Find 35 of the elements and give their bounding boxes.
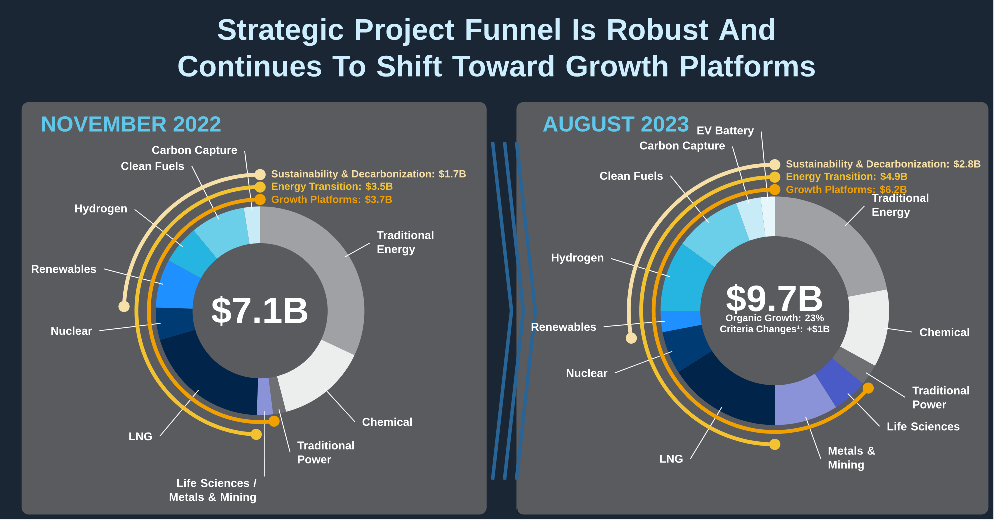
slice-label: Renewables (532, 322, 596, 332)
slice-label: Traditional Energy (872, 194, 929, 219)
slice-label: Metals & Mining (828, 446, 876, 472)
slice-label: Nuclear (566, 369, 608, 378)
chart-subtitle: AUGUST 2023 (543, 116, 689, 132)
text: Organic Growth: 23% (726, 314, 824, 324)
text: Growth Platforms: $3.7B (272, 196, 392, 204)
slice-label: Life Sciences / Metals & Mining (170, 479, 257, 504)
text: Energy Transition: $4.9B (786, 172, 908, 182)
slice-label: Life Sciences (888, 422, 960, 431)
slice-label: Carbon Capture (640, 142, 726, 152)
slice-label: Hydrogen (76, 204, 127, 216)
text: Criteria Changes¹: +$1B (720, 325, 830, 335)
slice-label: LNG (130, 432, 152, 441)
text: Strategic Project Funnel Is Robust And Continues To Shift Toward Growth Platforms (178, 18, 816, 78)
slice-label: Carbon Capture (152, 146, 238, 157)
text: Growth Platforms: $6.2B (786, 186, 907, 194)
slice-label: Chemical (362, 418, 412, 426)
chart-subtitle: NOVEMBER 2022 (42, 116, 221, 132)
slice-label: Traditional Power (298, 442, 354, 464)
slice-label: Nuclear (52, 326, 92, 336)
slice-label: LNG (660, 455, 683, 464)
slice-label: Traditional Energy (377, 231, 434, 256)
text: Sustainability & Decarbonization: $2.8B (786, 160, 981, 170)
text: Sustainability & Decarbonization: $1.7B (272, 170, 466, 180)
slice-label: Chemical (920, 328, 970, 337)
slice-label: Renewables (32, 265, 96, 274)
slice-label: Traditional Power (912, 386, 970, 409)
slice-label: Hydrogen (552, 254, 604, 264)
slice-label: EV Battery (698, 126, 754, 138)
slice-label: Clean Fuels (122, 162, 184, 170)
text: Energy Transition: $3.5B (272, 182, 393, 192)
slice-label: Clean Fuels (600, 172, 664, 180)
text: $7.1B (212, 296, 308, 326)
text: $9.7B (726, 284, 822, 314)
